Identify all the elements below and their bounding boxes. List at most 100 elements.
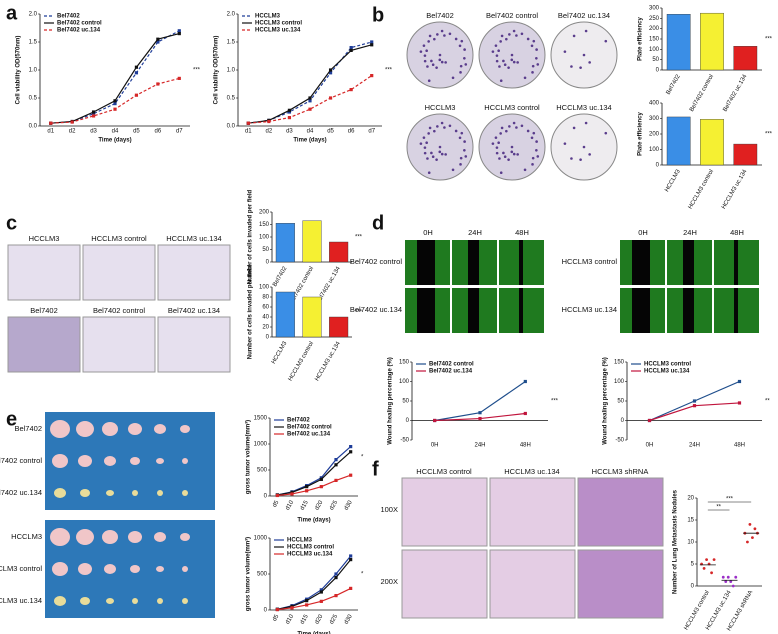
colony <box>448 124 452 128</box>
colony <box>563 50 567 53</box>
colony <box>520 124 524 128</box>
x-tick-label: 24H <box>689 443 700 449</box>
x-axis-label: Time (days) <box>293 138 326 144</box>
legend-label: HCCLM3 <box>255 14 281 20</box>
colony <box>440 60 444 64</box>
image-label: Bel7402 <box>30 306 58 315</box>
colony <box>531 163 534 166</box>
image-label: HCCLM3 control <box>416 467 472 476</box>
x-tick-label: HCCLM3 <box>271 340 289 365</box>
x-tick-label: d15 <box>300 613 311 625</box>
x-tick-label: HCCLM3 control <box>288 341 315 382</box>
annotation: ** <box>716 505 721 511</box>
y-axis-label: Number of Lung Metastasis Nodules <box>673 489 679 594</box>
colony <box>510 145 514 149</box>
point <box>267 119 271 124</box>
tumor <box>50 528 70 546</box>
y-axis-label: gross tumor volume(mm³) <box>245 420 252 494</box>
y-tick-label: 0 <box>691 584 695 590</box>
colony <box>495 54 499 57</box>
legend-label: HCCLM3 uc.134 <box>644 369 690 375</box>
y-tick-label: 400 <box>649 101 660 107</box>
y-tick-label: 20 <box>687 496 694 502</box>
y-tick-label: 1.5 <box>227 40 236 46</box>
y-tick-label: 50 <box>617 399 624 405</box>
point <box>478 411 482 415</box>
colony <box>428 126 432 130</box>
image-label: Bel7402 uc.134 <box>168 306 220 315</box>
image-label: HCCLM3 <box>29 234 60 243</box>
tumor <box>102 422 118 436</box>
y-tick-label: 300 <box>649 116 660 122</box>
y-axis-label: Plate efficiency <box>638 16 644 60</box>
point <box>319 588 323 592</box>
colony <box>422 44 426 47</box>
bar <box>329 241 349 263</box>
point <box>177 76 181 80</box>
legend-label: Bel7402 <box>287 418 310 424</box>
series-line <box>277 555 352 610</box>
point <box>156 40 160 44</box>
image-label: 48H <box>730 228 744 237</box>
x-tick-label: d7 <box>176 129 183 135</box>
point <box>113 107 117 111</box>
annotation: *** <box>355 235 363 241</box>
y-axis-label: Wound healing percentage (%) <box>388 357 394 445</box>
micrograph <box>489 549 576 619</box>
y-tick-label: 1000 <box>254 442 268 448</box>
colony <box>460 39 464 43</box>
tumor <box>182 566 188 572</box>
colony <box>582 145 586 149</box>
series-line <box>248 44 372 124</box>
point <box>305 603 309 607</box>
y-tick-label: 200 <box>259 210 270 216</box>
y-tick-label: 0 <box>656 163 660 169</box>
y-tick-label: 0.5 <box>227 96 236 102</box>
colony <box>423 146 427 149</box>
tumor <box>78 455 92 467</box>
legend-label: HCCLM3 control <box>287 545 334 551</box>
colony <box>535 140 538 143</box>
colony <box>431 63 435 67</box>
x-tick-label: d10 <box>285 613 296 625</box>
tumor <box>104 564 116 574</box>
colony <box>570 65 573 68</box>
x-tick-label: d25 <box>329 613 340 625</box>
colony <box>435 66 438 69</box>
colony <box>426 157 429 160</box>
legend-label: HCCLM3 <box>287 538 313 544</box>
bar <box>329 316 349 338</box>
tumor <box>76 421 94 437</box>
y-axis-label: Number of cells invaded per field <box>248 264 254 359</box>
colony <box>510 53 514 57</box>
colony <box>438 53 442 57</box>
colony <box>516 61 519 64</box>
image-label: Bel7402 <box>426 11 454 20</box>
point <box>134 93 139 97</box>
series-line <box>277 474 351 497</box>
image-label: HCCLM3 shRNA <box>592 467 649 476</box>
colony <box>499 40 502 43</box>
image-label: Bel7402 uc.134 <box>558 11 610 20</box>
colony <box>491 142 495 145</box>
bar <box>666 13 691 71</box>
colony <box>579 158 582 161</box>
point <box>308 107 312 111</box>
x-axis-label: Time (days) <box>297 632 330 634</box>
tumor <box>182 490 188 496</box>
bar <box>700 119 724 166</box>
point <box>275 493 279 498</box>
series-line <box>277 559 352 610</box>
x-tick-label: d30 <box>344 613 355 625</box>
x-tick-label: d20 <box>314 499 325 511</box>
tumor <box>154 532 166 542</box>
colony <box>454 37 458 41</box>
y-tick-label: 0 <box>266 260 270 266</box>
annotation: *** <box>551 399 559 405</box>
point <box>748 523 752 526</box>
colony <box>507 158 510 161</box>
point <box>177 32 181 36</box>
y-tick-label: 5 <box>691 562 695 568</box>
colony <box>438 150 442 154</box>
